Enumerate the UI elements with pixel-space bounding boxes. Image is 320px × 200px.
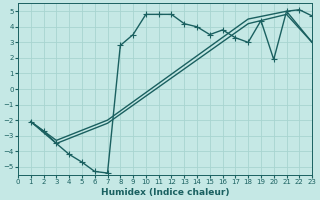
X-axis label: Humidex (Indice chaleur): Humidex (Indice chaleur) — [101, 188, 229, 197]
